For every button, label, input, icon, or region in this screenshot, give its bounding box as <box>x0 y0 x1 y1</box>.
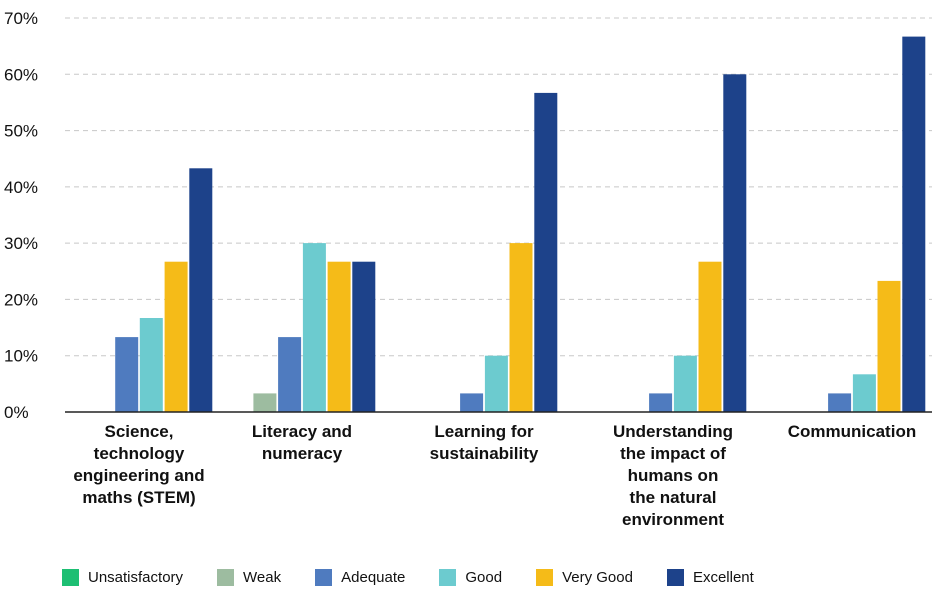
bar-very-good <box>698 261 722 412</box>
bar-excellent <box>534 92 558 413</box>
legend-swatch <box>315 568 333 586</box>
y-tick-label: 20% <box>4 290 38 309</box>
bar-excellent <box>902 36 926 412</box>
bar-good <box>852 374 876 412</box>
bar-very-good <box>327 261 351 412</box>
bar-very-good <box>877 280 901 412</box>
legend-item: Adequate <box>315 568 406 586</box>
legend-item: Good <box>439 568 503 586</box>
bar-adequate <box>115 337 139 412</box>
legend-item: Very Good <box>536 568 633 586</box>
bar-very-good <box>164 261 188 412</box>
legend-item: Unsatisfactory <box>62 568 184 586</box>
bar-excellent <box>189 168 213 412</box>
y-tick-label: 0% <box>4 403 29 422</box>
bar-adequate <box>278 337 302 412</box>
x-category-label: Learning for sustainability <box>430 422 539 463</box>
legend-swatch <box>666 568 684 586</box>
bar-good <box>139 318 163 412</box>
bar-weak <box>253 393 277 412</box>
bar-excellent <box>352 261 376 412</box>
y-tick-label: 10% <box>4 347 38 366</box>
x-category-label: Literacy and numeracy <box>252 422 352 463</box>
bar-good <box>484 355 508 412</box>
bar-excellent <box>723 74 747 413</box>
y-tick-label: 40% <box>4 178 38 197</box>
legend-label: Good <box>465 568 503 586</box>
bar-adequate <box>649 393 673 412</box>
y-tick-label: 70% <box>4 9 38 28</box>
legend-label: Very Good <box>562 568 633 586</box>
bar-adequate <box>460 393 484 412</box>
bar-adequate <box>828 393 852 412</box>
bar-good <box>673 355 697 412</box>
legend-item: Weak <box>217 568 282 586</box>
legend-label: Adequate <box>341 568 406 586</box>
legend-swatch <box>536 568 554 586</box>
legend-swatch <box>217 568 235 586</box>
bar-very-good <box>509 243 533 412</box>
y-axis-ticks: 0% 10% 20% 30% 40% 50% 60% 70% <box>4 9 38 422</box>
bar-good <box>302 243 326 412</box>
y-tick-label: 30% <box>4 234 38 253</box>
legend-label: Unsatisfactory <box>88 568 184 586</box>
legend: Unsatisfactory Weak Adequate Good Very Good E… <box>62 566 788 588</box>
bars <box>115 36 926 413</box>
y-tick-label: 50% <box>4 122 38 141</box>
legend-swatch <box>62 568 79 586</box>
y-tick-label: 60% <box>4 65 38 84</box>
legend-label: Weak <box>243 568 282 586</box>
legend-swatch <box>439 568 457 586</box>
x-category-label: Understanding the impact of humans on the n… <box>613 422 733 529</box>
legend-item: Excellent <box>666 568 754 586</box>
legend-label: Excellent <box>692 568 754 586</box>
x-category-label: Communication <box>788 422 916 441</box>
x-category-label: Science, technology engineering and maths (… <box>73 422 204 507</box>
category-labels: Science, technology engineering and maths (… <box>73 422 916 529</box>
